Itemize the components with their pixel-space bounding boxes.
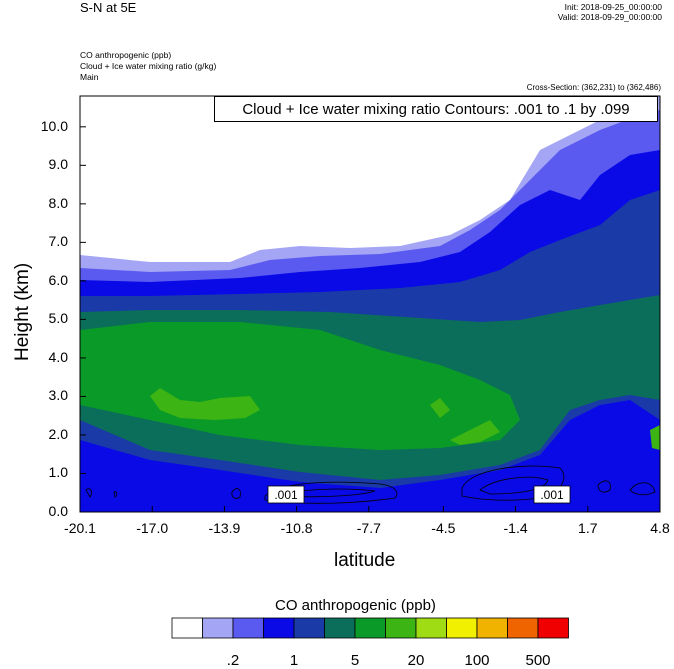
contour-left-inner [284,488,376,498]
contour-right-inner [479,476,549,495]
y-tick-label: 4.0 [48,348,68,365]
y-tick-label: 8.0 [48,194,68,211]
x-tick-label: -13.9 [208,520,241,536]
y-tick-label: 1.0 [48,464,68,481]
y-tick-label: 0.0 [48,503,68,519]
contour-edge [597,480,611,493]
colorbar-tick-label: 500 [525,652,551,669]
co-shading [80,96,660,512]
cloud-contours [85,465,656,504]
colorbar-swatch [202,617,234,639]
colorbar-swatch [415,617,447,639]
y-tick-label: 5.0 [48,310,68,327]
colorbar-swatch [476,617,508,639]
colorbar-tick-label: 1 [289,652,299,669]
field-name-main: Main [80,72,99,82]
y-tick-label: 10.0 [40,117,68,134]
y-tick-label: 7.0 [48,233,68,250]
colorbar-tick-label: 100 [464,652,490,669]
colorbar-tick-label: .2 [226,652,240,669]
contour-info-box: Cloud + Ice water mixing ratio Contours:… [214,96,658,122]
x-tick-label: -4.5 [431,520,456,536]
contour-small-1 [231,488,241,499]
valid-time: Valid: 2018-09-29_00:00:00 [557,12,662,22]
colorbar-swatch [537,617,569,639]
shade-level-edge [650,425,660,450]
colorbar-swatch [385,617,417,639]
x-tick-label: -17.0 [136,520,169,536]
y-tick-label: 9.0 [48,156,68,173]
y-tick-label: 6.0 [48,271,68,288]
colorbar-swatch [232,617,264,639]
colorbar-tick-label: 20 [407,652,425,669]
contour-label-boxes [267,485,571,504]
contour-edge-2 [629,482,656,496]
x-tick-marks [79,506,661,512]
y-axis-label: Height (km) [12,262,33,361]
x-tick-label: -20.1 [64,520,96,536]
x-tick-label: -1.4 [503,520,528,536]
contour-right [461,465,565,501]
cross-section-label: Cross-Section: (362,231) to (362,486) [526,83,661,92]
x-axis-label: latitude [334,550,396,571]
colorbar-swatch [293,617,325,639]
contour-small-2 [85,488,93,498]
shade-level-lightgreen [150,388,500,445]
colorbar-swatch [171,617,203,639]
x-tick-label: -7.7 [356,520,381,536]
y-tick-label: 2.0 [48,425,68,442]
colorbar-swatch [354,617,386,639]
plot-title: S-N at 5E [80,0,137,15]
colorbar-swatch [446,617,478,639]
contour-label: .001 [274,488,298,502]
colorbar-swatch [507,617,539,639]
contour-left [264,481,398,504]
colorbar [171,617,569,639]
y-tick-marks [80,126,86,513]
x-tick-label: 4.8 [650,520,670,536]
colorbar-tick-label: 5 [350,652,360,669]
contour-small-3 [113,491,118,498]
x-tick-label: -10.8 [280,520,313,536]
field-name-co: CO anthropogenic (ppb) [80,50,172,60]
x-tick-label: 1.7 [578,520,598,536]
field-name-cloud: Cloud + Ice water mixing ratio (g/kg) [80,61,217,71]
init-time: Init: 2018-09-25_00:00:00 [564,2,662,12]
colorbar-title: CO anthropogenic (ppb) [275,597,436,614]
y-tick-label: 3.0 [48,387,68,404]
colorbar-swatch [263,617,295,639]
contour-label: .001 [540,488,564,502]
colorbar-swatch [324,617,356,639]
